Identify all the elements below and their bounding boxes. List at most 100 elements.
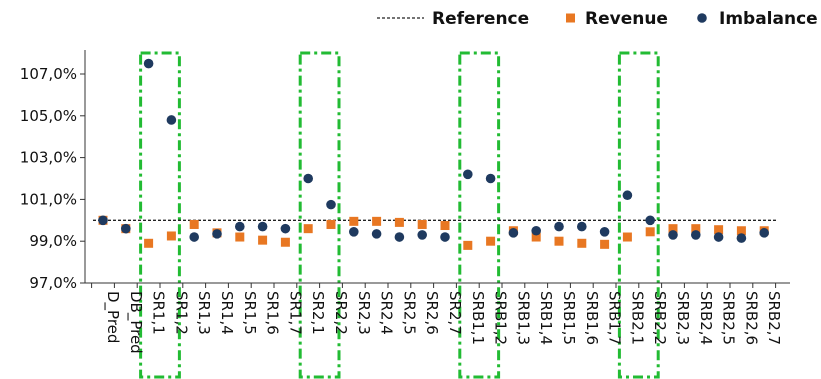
x-tick-label: SRB1,1 [469,291,487,345]
highlight-box [458,51,501,379]
x-tick-label: SR2,3 [355,291,373,335]
revenue-point [645,227,655,237]
revenue-point [600,239,610,249]
imbalance-point [166,115,177,125]
revenue-point [394,217,404,227]
highlight-box [298,51,341,379]
x-tick-label: SR1,4 [218,291,236,335]
x-tick-label: SRB2,4 [697,291,715,345]
imbalance-point [463,169,473,180]
x-tick-label: SRB1,7 [606,291,624,345]
imbalance-point [212,229,222,239]
revenue-point [622,232,632,242]
imbalance-point [440,232,450,242]
y-tick-label: 99,0% [29,232,77,250]
imbalance-point [485,173,496,184]
revenue-point [486,236,496,246]
x-tick-label: SR1,6 [264,291,282,335]
y-tick-label: 105,0% [20,107,77,125]
imbalance-point [371,229,382,239]
imbalance-point [394,232,405,242]
revenue-point [714,225,724,235]
x-tick-label: SR1,2 [172,291,190,335]
revenue-point [349,216,359,226]
x-tick-label: SR2,1 [309,291,327,335]
x-tick-label: SRB1,5 [560,291,578,345]
x-tick-label: SR1,3 [195,291,213,335]
revenue-point [303,224,313,234]
x-tick-label: SR1,1 [150,291,168,335]
revenue-point [668,224,678,234]
imbalance-point [280,223,291,234]
revenue-point [189,219,199,229]
revenue-point [440,221,450,231]
x-tick-label: SRB2,5 [720,291,738,345]
imbalance-point [759,228,769,238]
legend-imbalance-label: Imbalance [719,9,818,29]
imbalance-point [235,221,245,232]
imbalance-point [143,58,154,69]
revenue-point [577,238,587,248]
revenue-point [372,216,382,226]
imbalance-point [257,221,268,232]
imbalance-point [326,199,336,210]
x-tick-label: SRB2,1 [628,291,646,345]
highlight-box [139,51,181,379]
x-tick-label: SRB1,3 [514,291,532,345]
x-tick-label: SRB2,3 [674,291,692,345]
imbalance-point [349,226,359,237]
revenue-point [280,237,290,247]
x-tick-label: D_Pred [103,291,122,343]
x-tick-label: SR1,7 [286,291,304,335]
revenue-point [166,231,176,241]
imbalance-point [577,221,587,232]
highlight-box [617,51,660,379]
imbalance-point [189,232,199,242]
revenue-point [554,236,564,246]
revenue-point [144,238,154,248]
legend-imbalance-swatch [697,13,707,23]
revenue-point [463,240,473,250]
imbalance-point [417,230,428,240]
x-tick-label: SR2,5 [400,291,418,335]
imbalance-point [691,230,701,240]
revenue-point [258,235,268,245]
imbalance-point [736,233,747,243]
y-tick-label: 103,0% [20,149,77,167]
revenue-point [417,219,427,229]
imbalance-point [554,221,564,232]
imbalance-point [98,215,108,226]
revenue-point [691,224,701,234]
legend-revenue-label: Revenue [585,9,668,29]
imbalance-point [121,223,131,234]
revenue-point [531,232,541,242]
legend: Reference Revenue Imbalance [377,9,818,29]
imbalance-point [508,228,519,238]
x-tick-label: SR2,4 [378,291,396,335]
x-tick-label: SR2,7 [446,291,464,335]
imbalance-point [645,215,655,226]
legend-revenue-swatch [566,13,575,23]
x-tick-label: SRB1,4 [537,291,555,345]
y-tick-label: 107,0% [20,65,77,83]
x-tick-label: SRB1,2 [492,291,510,345]
revenue-point [235,232,245,242]
x-tick-label: DB_Pred [126,291,145,354]
imbalance-point [599,226,610,237]
imbalance-point [303,173,314,184]
imbalance-point [531,225,541,236]
x-tick-label: SRB2,6 [742,291,760,345]
x-tick-label: SR2,2 [332,291,350,335]
x-tick-label: SR1,5 [241,291,259,335]
y-tick-label: 97,0% [29,274,77,292]
imbalance-point [622,190,633,201]
imbalance-point [713,232,724,242]
legend-reference-label: Reference [432,9,529,29]
revenue-point [736,226,746,236]
x-tick-label: SRB1,6 [583,291,601,345]
series-imbalance [98,58,769,243]
y-tick-label: 101,0% [20,190,77,208]
x-tick-label: SRB2,7 [765,291,783,345]
plot-area: 97,0% 99,0% 101,0% 103,0% 105,0% 107,0% D_Pred… [20,50,790,379]
